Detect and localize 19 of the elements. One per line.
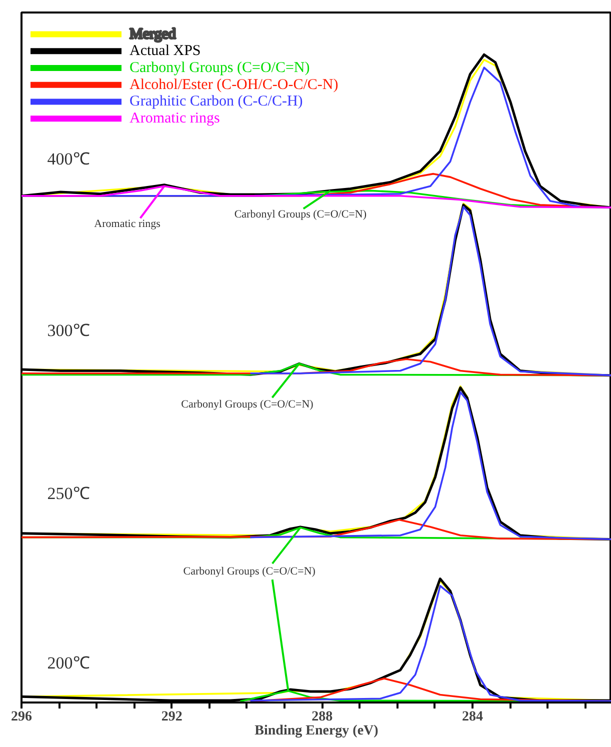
annotation: Carbonyl Groups (C=O/C=N) <box>181 398 314 411</box>
annotation: Aromatic rings <box>94 218 160 230</box>
text: Graphitic Carbon (C-C/C-H) <box>130 94 303 110</box>
x-tick-label: 296 <box>11 710 32 724</box>
text: Actual XPS <box>130 43 201 60</box>
x-tick-label: 288 <box>312 710 333 724</box>
annotation: 200℃ <box>47 653 90 672</box>
annotation: 250℃ <box>47 484 90 503</box>
x-tick-label: 292 <box>161 710 182 724</box>
annotation: 400℃ <box>47 150 90 169</box>
annotation: Carbonyl Groups (C=O/C=N) <box>234 208 367 221</box>
annotation: 300℃ <box>47 321 90 340</box>
text: Aromatic rings <box>130 110 220 127</box>
annotation: Carbonyl Groups (C=O/C=N) <box>183 566 316 578</box>
x-tick-label: 284 <box>462 710 483 724</box>
x-axis-title: Binding Energy (eV) <box>254 724 379 738</box>
text: Merged <box>130 26 176 42</box>
text: Alcohol/Ester (C-OH/C-O-C/C-N) <box>130 76 338 93</box>
text: Carbonyl Groups (C=O/C=N) <box>130 60 310 76</box>
